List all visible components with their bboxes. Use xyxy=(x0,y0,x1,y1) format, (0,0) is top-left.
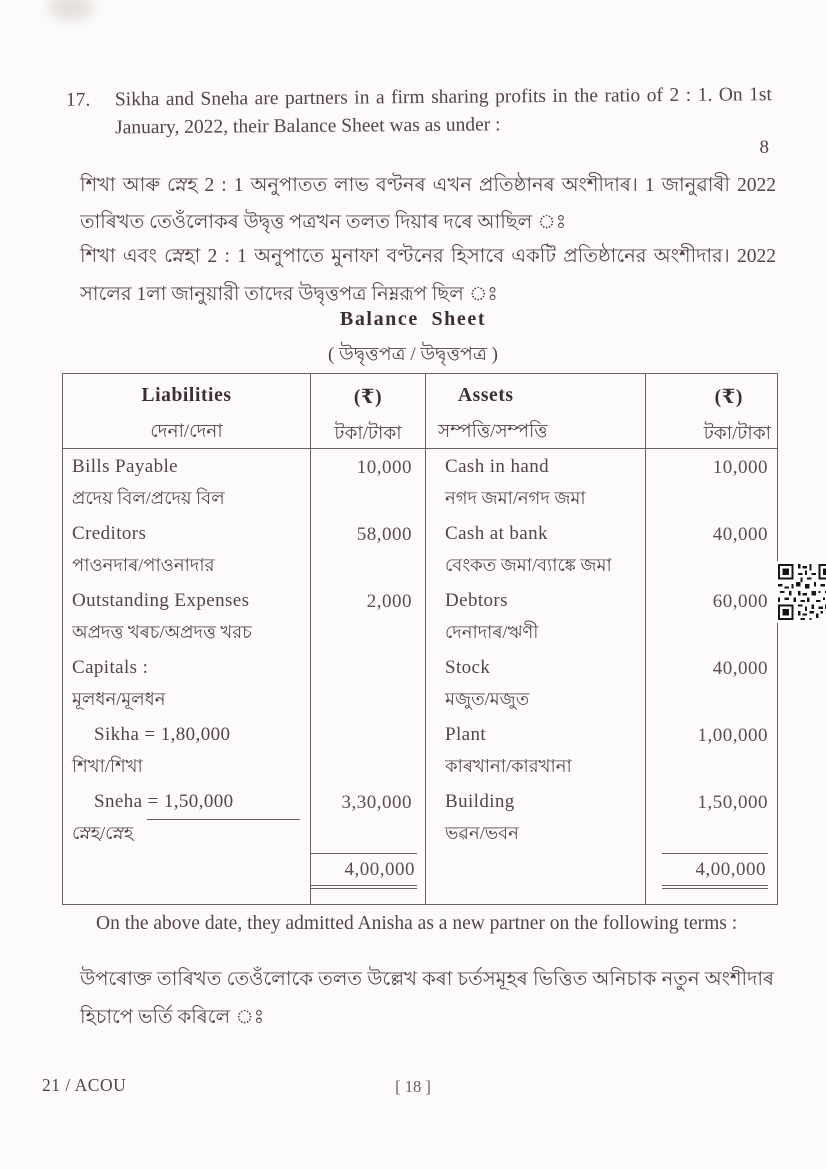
liability-row: Bills Payable প্ৰদেয় বিল/প্রদেয় বিল xyxy=(63,449,311,516)
header-assets-sublabel: সম্পত্তি/সম্পত্তি xyxy=(438,422,548,442)
question-number: 17. xyxy=(65,89,91,111)
header-liabilities: Liabilities দেনা/দেনা xyxy=(63,374,311,449)
asset-row: Debtors দেনাদাৰ/ঋণী xyxy=(426,583,646,650)
liability-amount: 10,000 xyxy=(311,449,426,516)
header-amount-left: (₹) টকা/টাকা xyxy=(311,374,426,449)
header-liabilities-sublabel: দেনা/দেনা xyxy=(150,422,223,442)
liability-amount: 2,000 xyxy=(311,583,426,650)
asset-name-translation: দেনাদাৰ/ঋণী xyxy=(445,622,539,642)
question-text-assamese: শিখা আৰু স্নেহ 2 : 1 অনুপাতত লাভ বণ্টনৰ … xyxy=(80,175,776,233)
header-assets: Assets সম্পত্তি/সম্পত্তি xyxy=(426,374,646,449)
asset-name-translation: কাৰখানা/কারখানা xyxy=(445,756,572,776)
liability-name: Sikha = 1,80,000 xyxy=(94,724,231,745)
total-assets-amount: 4,00,000 xyxy=(662,853,768,889)
liability-name-translation: অপ্ৰদত্ত খৰচ/অপ্রদত্ত খরচ xyxy=(72,622,252,642)
question-text-en: Sikha and Sneha are partners in a firm s… xyxy=(114,84,772,138)
header-amount-left-label: (₹) xyxy=(353,387,383,408)
scan-smudge xyxy=(48,0,94,20)
total-liabilities: 4,00,000 xyxy=(311,851,426,904)
asset-name-translation: নগদ জমা/নগদ জমা xyxy=(445,488,586,508)
asset-name-translation: বেংকত জমা/ব্যাঙ্কে জমা xyxy=(445,555,612,575)
asset-name: Debtors xyxy=(445,590,508,611)
admission-text-en: On the above date, they admitted Anisha … xyxy=(96,913,738,934)
liability-name-translation: পাওনদাৰ/পাওনাদার xyxy=(72,555,215,575)
page-number: [ 18 ] xyxy=(395,1077,431,1096)
header-amount-right-label: (₹) xyxy=(714,387,743,408)
balance-sheet-subtitle: ( উদ্বৃত্তপত্ৰ / উদ্বৃত্তপত্র ) xyxy=(327,344,498,365)
asset-name: Building xyxy=(445,791,515,812)
liability-amount xyxy=(311,717,426,784)
asset-name-translation: মজুত/মজুত xyxy=(445,689,530,709)
total-row-spacer xyxy=(426,851,646,904)
capitals-subtotal-rule xyxy=(147,819,300,820)
liability-name-translation: মূলধন/মূলধন xyxy=(72,689,166,709)
asset-amount: 40,000 xyxy=(712,524,768,545)
asset-row: Cash at bank বেংকত জমা/ব্যাঙ্কে জমা xyxy=(426,516,646,583)
liability-amount: 3,30,000 xyxy=(311,784,426,851)
liability-row: Capitals : মূলধন/মূলধন xyxy=(63,650,311,717)
marks-value: 8 xyxy=(759,137,770,158)
header-amount-left-sublabel: টকা/টাকা xyxy=(334,424,402,444)
liability-row: Creditors পাওনদাৰ/পাওনাদার xyxy=(63,516,311,583)
liability-row: Outstanding Expenses অপ্ৰদত্ত খৰচ/অপ্রদত… xyxy=(63,583,311,650)
liability-name: Capitals : xyxy=(72,657,149,678)
asset-name: Cash in hand xyxy=(445,456,550,477)
asset-row: Plant কাৰখানা/কারখানা xyxy=(426,717,646,784)
asset-amount: 10,000 xyxy=(712,457,768,478)
asset-name: Stock xyxy=(445,657,491,678)
qr-code xyxy=(776,561,826,623)
asset-row: Stock মজুত/মজুত xyxy=(426,650,646,717)
liability-amount: 58,000 xyxy=(311,516,426,583)
liability-name: Creditors xyxy=(72,523,147,544)
asset-amount: 1,00,000 xyxy=(697,725,768,746)
liability-row: Sikha = 1,80,000 শিখা/শিখা xyxy=(63,717,311,784)
liability-name: Outstanding Expenses xyxy=(72,590,250,611)
asset-name: Cash at bank xyxy=(445,523,548,544)
asset-amount: 40,000 xyxy=(712,658,768,679)
question-text-bengali: শিখা এবং স্নেহা 2 : 1 অনুপাতে মুনাফা বণ্… xyxy=(80,246,776,305)
asset-row: Building ভৱন/ভবন xyxy=(426,784,646,851)
liability-name: Sneha = 1,50,000 xyxy=(94,791,234,812)
header-amount-right-sublabel: টকা/টাকা xyxy=(703,424,771,444)
liability-name: Bills Payable xyxy=(72,456,178,477)
balance-sheet-title: Balance Sheet xyxy=(339,308,487,330)
header-assets-label: Assets xyxy=(458,385,514,406)
liability-name-translation: স্নেহ/স্নেহ xyxy=(72,823,134,843)
balance-sheet-table: Liabilities দেনা/দেনা (₹) টকা/টাকা Asset… xyxy=(62,373,778,905)
asset-name: Plant xyxy=(445,724,487,745)
total-liabilities-amount: 4,00,000 xyxy=(311,853,417,889)
total-row-spacer xyxy=(63,851,311,904)
liability-amount xyxy=(311,650,426,717)
liability-name-translation: প্ৰদেয় বিল/প্রদেয় বিল xyxy=(72,488,225,508)
liability-row: Sneha = 1,50,000 স্নেহ/স্নেহ xyxy=(63,784,311,851)
asset-amount: 60,000 xyxy=(712,591,768,612)
asset-name-translation: ভৱন/ভবন xyxy=(445,823,519,843)
header-amount-right: (₹) টকা/টাকা xyxy=(646,374,777,449)
paper-code: 21 / ACOU xyxy=(42,1075,127,1095)
asset-amount: 1,50,000 xyxy=(697,792,768,813)
liability-name-translation: শিখা/শিখা xyxy=(72,756,143,776)
question-block: 17. Sikha and Sneha are partners in a fi… xyxy=(66,81,772,142)
admission-text-assamese: উপৰোক্ত তাৰিখত তেওঁলোকে তলত উল্লেখ কৰা চ… xyxy=(80,969,774,1028)
total-assets: 4,00,000 xyxy=(646,851,777,904)
asset-row: Cash in hand নগদ জমা/নগদ জমা xyxy=(426,449,646,516)
header-liabilities-label: Liabilities xyxy=(141,385,232,406)
